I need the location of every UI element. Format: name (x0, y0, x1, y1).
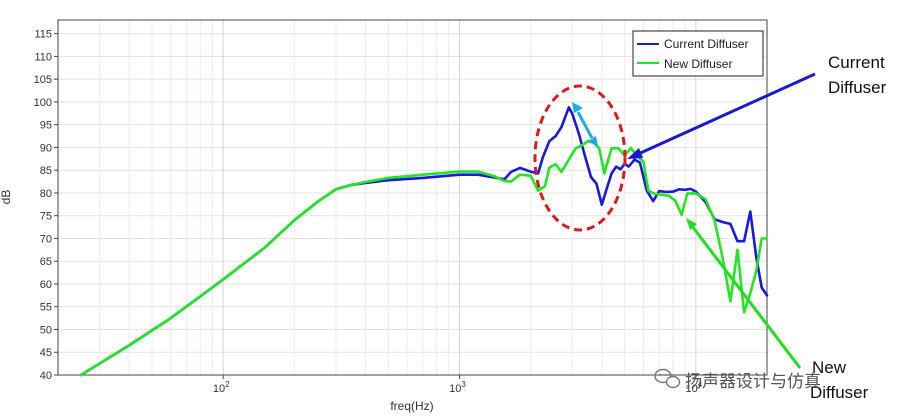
plot-frame (57, 19, 768, 376)
y-tick-label: 85 (40, 165, 52, 177)
wechat-icon (654, 368, 681, 389)
legend-label-current: Current Diffuser (664, 37, 748, 51)
difference-double-arrow (572, 102, 598, 147)
y-tick-label: 55 (40, 302, 52, 314)
x-tick-label: 103 (449, 380, 466, 395)
y-tick-label: 60 (40, 279, 52, 291)
y-tick-label: 100 (34, 97, 52, 109)
x-axis-ticks: 102 103 104 (213, 375, 703, 395)
y-tick-label: 75 (40, 211, 52, 223)
y-tick-label: 65 (40, 256, 52, 268)
y-axis-ticks: 40 45 50 55 60 65 70 75 80 85 90 95 100 105 110 115 (34, 29, 58, 382)
y-tick-label: 95 (40, 120, 52, 132)
x-tick-label: 102 (213, 380, 230, 395)
y-tick-label: 115 (34, 29, 52, 41)
y-axis-label: dB (0, 190, 13, 205)
series-lines (79, 106, 769, 377)
callout-new-line1: New (812, 358, 847, 377)
watermark: 扬声器设计与仿真 (654, 368, 821, 392)
callout-current-line2: Diffuser (828, 78, 887, 97)
callout-current-line1: Current (828, 53, 885, 72)
new-diffuser-callout-arrow (686, 218, 802, 369)
y-tick-label: 105 (34, 74, 52, 86)
y-tick-label: 110 (34, 51, 52, 63)
current-diffuser-callout-arrow (627, 72, 816, 159)
y-tick-label: 90 (40, 142, 52, 154)
y-tick-label: 50 (40, 324, 52, 336)
plot-grid (57, 20, 768, 376)
x-tick-label: 104 (686, 380, 703, 395)
legend-label-new: New Diffuser (664, 57, 732, 71)
y-tick-label: 40 (40, 370, 52, 382)
y-tick-label: 45 (40, 347, 52, 359)
series-line-new-diffuser (79, 139, 769, 377)
y-tick-label: 80 (40, 188, 52, 200)
legend-box (632, 30, 764, 77)
watermark-text: 扬声器设计与仿真 (685, 372, 821, 392)
highlight-ellipse (533, 84, 627, 232)
y-tick-label: 70 (40, 233, 52, 245)
legend: Current Diffuser New Diffuser (632, 30, 764, 77)
x-axis-label: freq(Hz) (390, 399, 433, 413)
callout-new-line2: Diffuser (810, 383, 869, 402)
